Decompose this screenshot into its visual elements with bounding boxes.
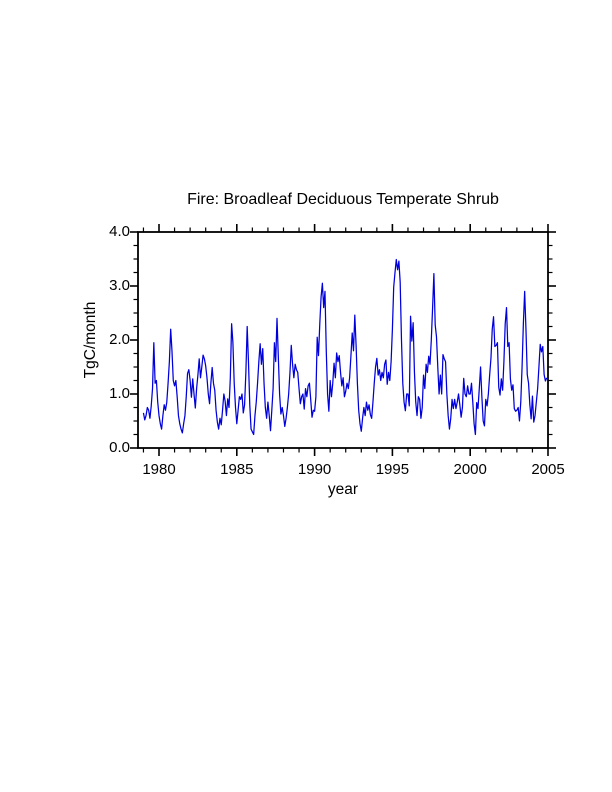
- x-tick-label: 1985: [220, 461, 254, 478]
- x-tick-label: 2005: [531, 461, 565, 478]
- x-axis-title: year: [327, 481, 359, 498]
- x-tick-label: 1990: [297, 461, 332, 478]
- x-tick-label: 2000: [453, 461, 487, 478]
- x-tick-label: 1980: [142, 461, 176, 478]
- y-tick-label: 3.0: [109, 277, 130, 294]
- x-tick-label: 1995: [375, 461, 410, 478]
- plot-frame: [137, 231, 549, 449]
- y-tick-label: 2.0: [109, 331, 130, 348]
- chart-title: Fire: Broadleaf Deciduous Temperate Shru…: [187, 191, 499, 208]
- y-tick-label: 4.0: [109, 223, 130, 240]
- y-tick-label: 0.0: [109, 439, 130, 456]
- data-series-line: [142, 258, 548, 436]
- y-tick-label: 1.0: [109, 385, 130, 402]
